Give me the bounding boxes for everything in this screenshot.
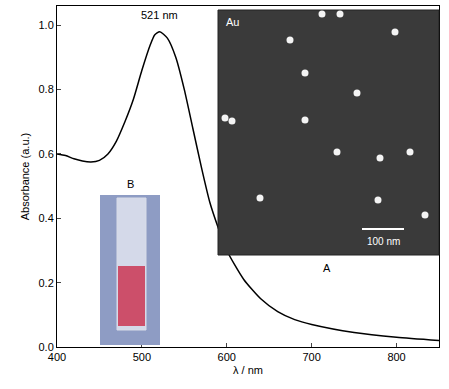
svg-text:100 nm: 100 nm	[367, 236, 400, 247]
svg-text:521 nm: 521 nm	[141, 9, 178, 21]
svg-text:400: 400	[48, 351, 66, 363]
svg-text:0.2: 0.2	[39, 277, 54, 289]
svg-text:700: 700	[302, 351, 320, 363]
svg-text:1.0: 1.0	[39, 19, 54, 31]
svg-text:λ / nm: λ / nm	[233, 364, 263, 376]
svg-text:0.8: 0.8	[39, 83, 54, 95]
svg-text:A: A	[323, 262, 331, 274]
svg-text:0.4: 0.4	[39, 212, 54, 224]
svg-text:Absorbance (a.u.): Absorbance (a.u.)	[19, 133, 31, 220]
svg-text:Au: Au	[226, 16, 239, 28]
svg-text:600: 600	[218, 351, 236, 363]
svg-text:B: B	[127, 178, 134, 190]
svg-text:800: 800	[387, 351, 405, 363]
svg-text:0.0: 0.0	[39, 341, 54, 353]
svg-text:500: 500	[133, 351, 151, 363]
svg-text:0.6: 0.6	[39, 148, 54, 160]
